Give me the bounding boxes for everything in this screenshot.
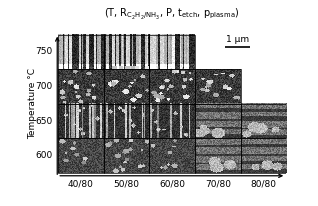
Bar <box>104 104 149 138</box>
Bar <box>104 138 149 173</box>
Text: 750: 750 <box>35 47 53 56</box>
Text: 1 μm: 1 μm <box>225 35 249 44</box>
Bar <box>104 35 149 69</box>
Bar <box>195 69 241 104</box>
Text: Temperature °C: Temperature °C <box>29 68 38 139</box>
Bar <box>104 69 149 104</box>
Text: 70/80: 70/80 <box>205 180 231 189</box>
Bar <box>58 138 104 173</box>
Text: (T, R$_{\mathregular{C_2H_2/NH_3}}$, P, t$_{\mathregular{etch}}$, p$_{\mathregul: (T, R$_{\mathregular{C_2H_2/NH_3}}$, P, … <box>104 6 239 21</box>
Bar <box>58 69 104 104</box>
Bar <box>149 138 195 173</box>
Text: 60/80: 60/80 <box>159 180 185 189</box>
Bar <box>58 104 104 138</box>
Bar <box>149 35 195 69</box>
Bar <box>149 69 195 104</box>
Bar <box>149 104 195 138</box>
Bar <box>195 104 241 138</box>
Bar <box>241 104 286 138</box>
Text: 80/80: 80/80 <box>250 180 276 189</box>
Bar <box>58 35 104 69</box>
Text: 50/80: 50/80 <box>114 180 140 189</box>
Text: 650: 650 <box>35 117 53 126</box>
Text: 600: 600 <box>35 151 53 160</box>
Bar <box>241 138 286 173</box>
Text: 40/80: 40/80 <box>68 180 94 189</box>
Text: 700: 700 <box>35 82 53 91</box>
Bar <box>195 138 241 173</box>
